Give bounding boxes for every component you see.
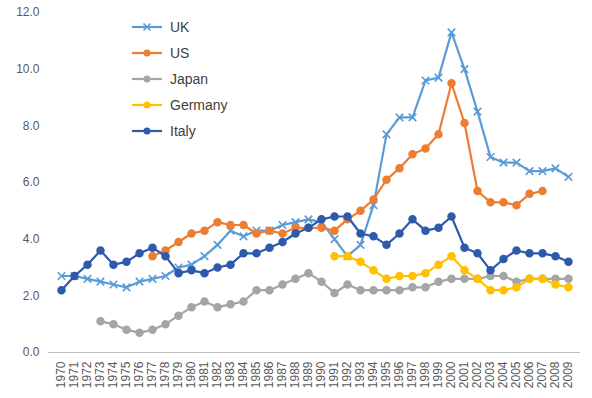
svg-text:1981: 1981 <box>197 361 211 388</box>
svg-text:2004: 2004 <box>496 361 510 388</box>
html-text:US: US <box>170 45 190 61</box>
svg-text:1984: 1984 <box>236 361 250 388</box>
svg-text:2006: 2006 <box>522 361 536 388</box>
svg-text:1982: 1982 <box>210 361 224 388</box>
html-text:Italy: Italy <box>170 123 196 139</box>
html-text:Japan: Japan <box>170 71 209 87</box>
svg-text:12.0: 12.0 <box>16 5 40 19</box>
svg-text:2001: 2001 <box>457 361 471 388</box>
svg-text:1991: 1991 <box>327 361 341 388</box>
svg-text:1987: 1987 <box>275 361 289 388</box>
svg-text:1976: 1976 <box>132 361 146 388</box>
html-text:Germany: Germany <box>170 97 228 113</box>
svg-text:1973: 1973 <box>93 361 107 388</box>
svg-text:1990: 1990 <box>314 361 328 388</box>
svg-text:1979: 1979 <box>171 361 185 388</box>
svg-text:1986: 1986 <box>262 361 276 388</box>
svg-text:1978: 1978 <box>158 361 172 388</box>
svg-text:1996: 1996 <box>392 361 406 388</box>
svg-text:1994: 1994 <box>366 361 380 388</box>
svg-text:0.0: 0.0 <box>23 345 40 359</box>
svg-text:2.0: 2.0 <box>23 289 40 303</box>
svg-text:2002: 2002 <box>470 361 484 388</box>
svg-text:1980: 1980 <box>184 361 198 388</box>
svg-text:1983: 1983 <box>223 361 237 388</box>
svg-text:8.0: 8.0 <box>23 119 40 133</box>
svg-text:4.0: 4.0 <box>23 232 40 246</box>
svg-text:1972: 1972 <box>80 361 94 388</box>
svg-text:1999: 1999 <box>431 361 445 388</box>
svg-text:2008: 2008 <box>548 361 562 388</box>
html-text:UK: UK <box>170 19 190 35</box>
svg-text:1989: 1989 <box>301 361 315 388</box>
svg-text:2003: 2003 <box>483 361 497 388</box>
svg-text:10.0: 10.0 <box>16 62 40 76</box>
svg-text:1974: 1974 <box>106 361 120 388</box>
svg-text:2009: 2009 <box>561 361 575 388</box>
svg-text:2007: 2007 <box>535 361 549 388</box>
svg-text:2005: 2005 <box>509 361 523 388</box>
svg-text:1975: 1975 <box>119 361 133 388</box>
svg-text:6.0: 6.0 <box>23 175 40 189</box>
svg-text:1988: 1988 <box>288 361 302 388</box>
svg-text:2000: 2000 <box>444 361 458 388</box>
svg-text:1997: 1997 <box>405 361 419 388</box>
svg-text:1977: 1977 <box>145 361 159 388</box>
svg-text:1998: 1998 <box>418 361 432 388</box>
svg-text:1971: 1971 <box>67 361 81 388</box>
svg-text:1993: 1993 <box>353 361 367 388</box>
svg-text:1995: 1995 <box>379 361 393 388</box>
svg-text:1992: 1992 <box>340 361 354 388</box>
svg-text:1970: 1970 <box>54 361 68 388</box>
svg-text:1985: 1985 <box>249 361 263 388</box>
